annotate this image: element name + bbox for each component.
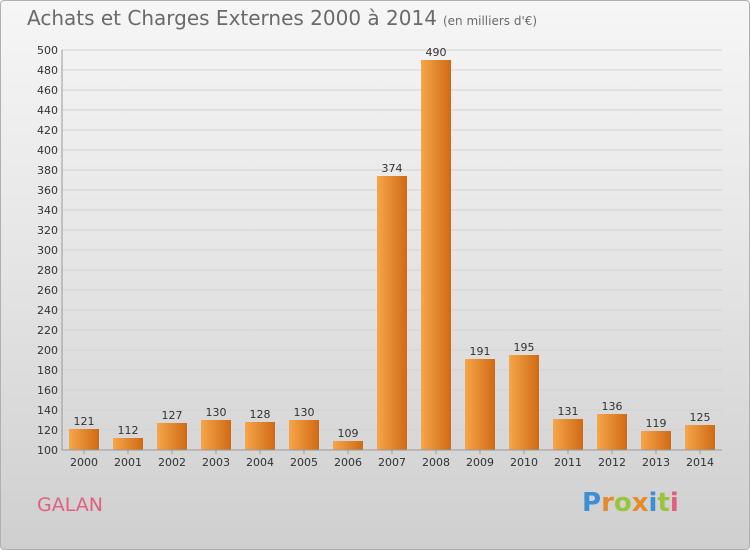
x-tick-label: 2005 xyxy=(290,456,318,469)
y-tick-label: 320 xyxy=(37,224,58,237)
bar xyxy=(465,359,495,450)
bar-value-label: 374 xyxy=(382,162,403,175)
x-tick-label: 2003 xyxy=(202,456,230,469)
bar xyxy=(509,355,539,450)
y-tick-label: 420 xyxy=(37,124,58,137)
commune-name: GALAN xyxy=(37,494,103,516)
bar-value-label: 125 xyxy=(690,411,711,424)
y-tick-label: 500 xyxy=(37,44,58,57)
chart-title-text: Achats et Charges Externes 2000 à 2014 xyxy=(27,6,437,30)
y-tick-label: 180 xyxy=(37,364,58,377)
bar-value-label: 112 xyxy=(118,424,139,437)
bar-value-label: 130 xyxy=(294,406,315,419)
bar xyxy=(597,414,627,450)
x-axis: 2000 2001 2002 2003 2004 2005 2006 2007 2008 2009… xyxy=(62,449,722,469)
bar-value-label: 131 xyxy=(558,405,579,418)
y-tick-label: 240 xyxy=(37,304,58,317)
y-tick-label: 160 xyxy=(37,384,58,397)
bar xyxy=(245,422,275,450)
bar-value-label: 128 xyxy=(250,408,271,421)
bar-value-label: 127 xyxy=(162,409,183,422)
y-tick-label: 400 xyxy=(37,144,58,157)
y-tick-label: 380 xyxy=(37,164,58,177)
bar-value-label: 121 xyxy=(74,415,95,428)
y-tick-label: 220 xyxy=(37,324,58,337)
y-tick-label: 200 xyxy=(37,344,58,357)
logo-letter: r xyxy=(601,488,614,518)
bar xyxy=(333,441,363,450)
x-tick-label: 2010 xyxy=(510,456,538,469)
bar xyxy=(685,425,715,450)
x-tick-label: 2009 xyxy=(466,456,494,469)
logo-letter: i xyxy=(669,488,679,518)
bar xyxy=(69,429,99,450)
bar-value-label: 195 xyxy=(514,341,535,354)
bars: 121 112 127 130 128 130 109 374 490 191 195 131 136 1… xyxy=(69,46,715,450)
bar-value-label: 136 xyxy=(602,400,623,413)
logo-letter: x xyxy=(631,488,649,518)
bar-value-label: 130 xyxy=(206,406,227,419)
x-tick-label: 2014 xyxy=(686,456,714,469)
y-tick-label: 120 xyxy=(37,424,58,437)
y-tick-label: 140 xyxy=(37,404,58,417)
logo-letter: i xyxy=(648,488,658,518)
logo-letter: o xyxy=(613,488,632,518)
y-tick-label: 360 xyxy=(37,184,58,197)
bar xyxy=(113,438,143,450)
x-tick-label: 2008 xyxy=(422,456,450,469)
logo-letter: t xyxy=(657,488,670,518)
x-tick-label: 2013 xyxy=(642,456,670,469)
bar-value-label: 119 xyxy=(646,417,667,430)
y-tick-label: 280 xyxy=(37,264,58,277)
y-tick-label: 100 xyxy=(37,444,58,457)
bar xyxy=(377,176,407,450)
y-tick-label: 440 xyxy=(37,104,58,117)
x-tick-label: 2007 xyxy=(378,456,406,469)
x-tick-label: 2011 xyxy=(554,456,582,469)
bar-value-label: 109 xyxy=(338,427,359,440)
x-tick-label: 2000 xyxy=(70,456,98,469)
logo-letter: P xyxy=(582,488,602,518)
y-tick-label: 480 xyxy=(37,64,58,77)
y-axis: 100 120 140 160 180 200 220 240 260 280 300 320 340 3… xyxy=(37,44,63,457)
bar xyxy=(289,420,319,450)
x-tick-label: 2006 xyxy=(334,456,362,469)
bar xyxy=(201,420,231,450)
bar-value-label: 191 xyxy=(470,345,491,358)
y-tick-label: 300 xyxy=(37,244,58,257)
bar xyxy=(157,423,187,450)
y-tick-label: 340 xyxy=(37,204,58,217)
y-tick-label: 260 xyxy=(37,284,58,297)
x-tick-label: 2004 xyxy=(246,456,274,469)
y-tick-label: 460 xyxy=(37,84,58,97)
x-tick-label: 2001 xyxy=(114,456,142,469)
bar xyxy=(421,60,451,450)
bar xyxy=(641,431,671,450)
bar-value-label: 490 xyxy=(426,46,447,59)
x-tick-label: 2012 xyxy=(598,456,626,469)
x-tick-label: 2002 xyxy=(158,456,186,469)
bar xyxy=(553,419,583,450)
chart-title: Achats et Charges Externes 2000 à 2014 (e… xyxy=(27,6,537,30)
chart-subtitle: (en milliers d'€) xyxy=(442,14,538,28)
proxiti-logo[interactable]: Proxiti xyxy=(582,488,679,518)
